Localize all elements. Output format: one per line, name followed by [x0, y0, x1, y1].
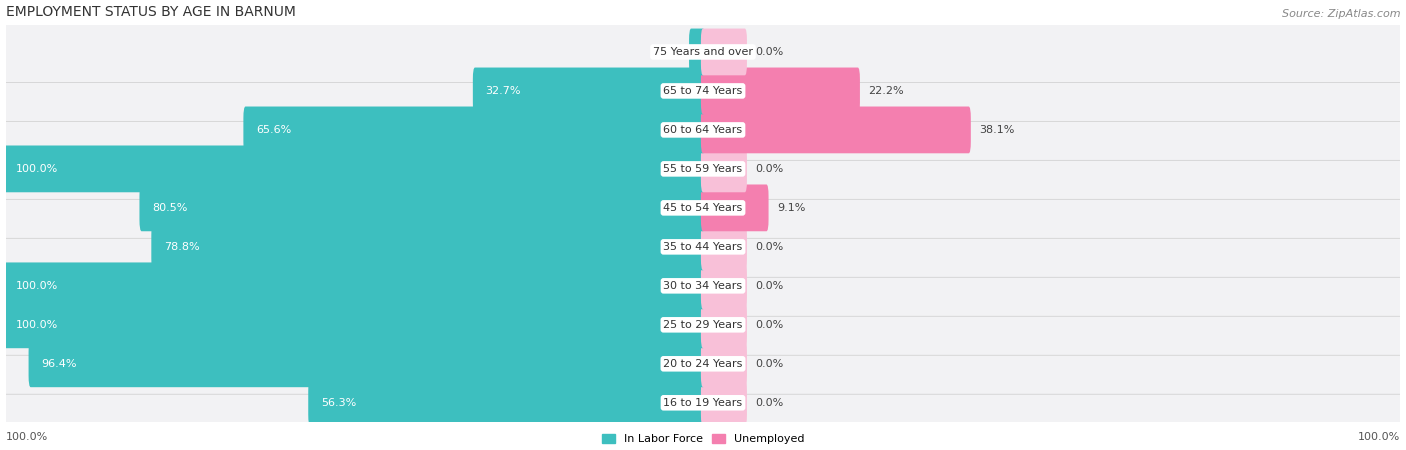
FancyBboxPatch shape	[689, 28, 704, 75]
Text: 80.5%: 80.5%	[152, 203, 187, 213]
Text: 78.8%: 78.8%	[165, 242, 200, 252]
FancyBboxPatch shape	[472, 68, 704, 114]
Text: 32.7%: 32.7%	[485, 86, 520, 96]
Text: 100.0%: 100.0%	[15, 164, 58, 174]
Text: 35 to 44 Years: 35 to 44 Years	[664, 242, 742, 252]
FancyBboxPatch shape	[152, 224, 704, 270]
FancyBboxPatch shape	[702, 145, 747, 192]
Text: 55 to 59 Years: 55 to 59 Years	[664, 164, 742, 174]
FancyBboxPatch shape	[3, 145, 704, 192]
FancyBboxPatch shape	[702, 68, 860, 114]
FancyBboxPatch shape	[139, 184, 704, 231]
Text: 45 to 54 Years: 45 to 54 Years	[664, 203, 742, 213]
FancyBboxPatch shape	[702, 224, 747, 270]
Text: 65.6%: 65.6%	[256, 125, 291, 135]
Legend: In Labor Force, Unemployed: In Labor Force, Unemployed	[598, 429, 808, 449]
FancyBboxPatch shape	[3, 177, 1403, 238]
Text: 0.0%: 0.0%	[755, 242, 783, 252]
Text: 22.2%: 22.2%	[869, 86, 904, 96]
FancyBboxPatch shape	[702, 379, 747, 426]
FancyBboxPatch shape	[3, 302, 704, 348]
Text: 100.0%: 100.0%	[6, 432, 48, 442]
FancyBboxPatch shape	[243, 107, 704, 153]
FancyBboxPatch shape	[3, 333, 1403, 394]
Text: 9.1%: 9.1%	[778, 203, 806, 213]
Text: 20 to 24 Years: 20 to 24 Years	[664, 359, 742, 369]
Text: 0.0%: 0.0%	[755, 398, 783, 408]
FancyBboxPatch shape	[702, 107, 970, 153]
Text: 1.7%: 1.7%	[652, 47, 681, 57]
Text: 0.0%: 0.0%	[755, 281, 783, 291]
FancyBboxPatch shape	[3, 373, 1403, 433]
FancyBboxPatch shape	[308, 379, 704, 426]
FancyBboxPatch shape	[3, 60, 1403, 122]
Text: 16 to 19 Years: 16 to 19 Years	[664, 398, 742, 408]
Text: 25 to 29 Years: 25 to 29 Years	[664, 320, 742, 330]
FancyBboxPatch shape	[3, 22, 1403, 82]
Text: 0.0%: 0.0%	[755, 47, 783, 57]
FancyBboxPatch shape	[702, 262, 747, 309]
FancyBboxPatch shape	[28, 340, 704, 387]
Text: 0.0%: 0.0%	[755, 359, 783, 369]
FancyBboxPatch shape	[702, 184, 769, 231]
Text: Source: ZipAtlas.com: Source: ZipAtlas.com	[1282, 9, 1400, 19]
Text: 65 to 74 Years: 65 to 74 Years	[664, 86, 742, 96]
FancyBboxPatch shape	[3, 256, 1403, 316]
FancyBboxPatch shape	[3, 262, 704, 309]
Text: 60 to 64 Years: 60 to 64 Years	[664, 125, 742, 135]
Text: 100.0%: 100.0%	[15, 281, 58, 291]
Text: 38.1%: 38.1%	[979, 125, 1015, 135]
FancyBboxPatch shape	[3, 139, 1403, 199]
FancyBboxPatch shape	[702, 302, 747, 348]
Text: 30 to 34 Years: 30 to 34 Years	[664, 281, 742, 291]
Text: 100.0%: 100.0%	[1358, 432, 1400, 442]
Text: 96.4%: 96.4%	[41, 359, 76, 369]
Text: 0.0%: 0.0%	[755, 164, 783, 174]
Text: 0.0%: 0.0%	[755, 320, 783, 330]
FancyBboxPatch shape	[3, 294, 1403, 355]
Text: EMPLOYMENT STATUS BY AGE IN BARNUM: EMPLOYMENT STATUS BY AGE IN BARNUM	[6, 5, 295, 19]
FancyBboxPatch shape	[3, 99, 1403, 160]
FancyBboxPatch shape	[3, 216, 1403, 277]
Text: 56.3%: 56.3%	[321, 398, 356, 408]
Text: 100.0%: 100.0%	[15, 320, 58, 330]
FancyBboxPatch shape	[702, 28, 747, 75]
Text: 75 Years and over: 75 Years and over	[652, 47, 754, 57]
FancyBboxPatch shape	[702, 340, 747, 387]
